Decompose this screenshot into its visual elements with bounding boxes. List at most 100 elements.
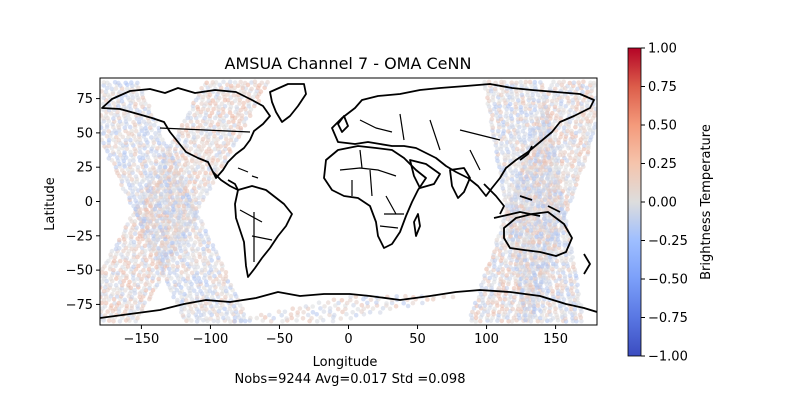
data-point bbox=[206, 156, 211, 161]
data-point bbox=[551, 149, 557, 155]
data-point bbox=[508, 264, 513, 270]
data-point bbox=[310, 304, 316, 309]
data-point bbox=[588, 119, 594, 124]
data-point bbox=[129, 294, 135, 300]
data-point bbox=[516, 252, 522, 258]
data-point bbox=[410, 300, 416, 306]
data-point bbox=[157, 164, 162, 170]
data-point bbox=[102, 128, 107, 134]
data-point bbox=[198, 123, 203, 128]
data-point bbox=[242, 80, 248, 86]
data-point bbox=[531, 149, 536, 155]
data-point bbox=[156, 209, 162, 215]
data-point bbox=[209, 252, 214, 257]
data-point bbox=[516, 273, 521, 278]
colorbar-tick-label: −0.50 bbox=[648, 273, 688, 288]
data-point bbox=[211, 318, 217, 324]
data-point bbox=[524, 204, 529, 210]
data-point bbox=[217, 155, 223, 161]
data-point bbox=[502, 192, 507, 197]
data-point bbox=[202, 255, 208, 261]
data-point bbox=[327, 306, 333, 311]
data-point bbox=[221, 141, 227, 146]
data-point bbox=[502, 161, 507, 167]
data-point bbox=[212, 146, 218, 152]
data-point bbox=[116, 80, 121, 86]
data-point bbox=[563, 104, 568, 109]
data-point bbox=[499, 240, 504, 246]
data-point bbox=[174, 191, 180, 197]
data-point bbox=[135, 304, 140, 309]
data-point bbox=[570, 255, 575, 260]
data-point bbox=[213, 161, 219, 167]
data-point bbox=[125, 222, 130, 227]
data-point bbox=[497, 98, 503, 104]
data-point bbox=[174, 165, 179, 170]
coastline-british-isles bbox=[337, 115, 349, 133]
data-point bbox=[401, 300, 407, 306]
data-point bbox=[136, 243, 141, 249]
data-point bbox=[515, 237, 521, 243]
data-point bbox=[195, 134, 201, 139]
data-point bbox=[546, 267, 551, 273]
data-point bbox=[109, 145, 115, 151]
data-point bbox=[520, 301, 526, 306]
data-point bbox=[561, 215, 567, 221]
data-point bbox=[523, 79, 529, 85]
data-point bbox=[538, 80, 543, 85]
data-point bbox=[203, 300, 209, 306]
data-point bbox=[515, 140, 520, 145]
data-point bbox=[530, 267, 536, 273]
data-point bbox=[120, 186, 126, 191]
data-point bbox=[288, 312, 294, 317]
data-point bbox=[126, 162, 132, 167]
data-point bbox=[207, 183, 212, 188]
data-point bbox=[184, 221, 189, 227]
data-point bbox=[318, 306, 323, 311]
data-point bbox=[586, 125, 592, 131]
data-point bbox=[194, 258, 199, 264]
data-point bbox=[538, 171, 544, 176]
data-point bbox=[508, 137, 514, 142]
data-point bbox=[237, 303, 243, 308]
data-point bbox=[151, 144, 156, 149]
data-point bbox=[177, 254, 183, 260]
data-point bbox=[518, 104, 524, 110]
data-point bbox=[532, 79, 538, 85]
data-point bbox=[111, 296, 117, 302]
data-point bbox=[569, 306, 574, 312]
data-point bbox=[552, 222, 557, 227]
data-point bbox=[232, 98, 238, 104]
data-point bbox=[160, 254, 166, 260]
data-point bbox=[576, 95, 582, 101]
data-point bbox=[119, 95, 124, 100]
data-point bbox=[496, 309, 502, 315]
data-point bbox=[155, 245, 161, 251]
data-point bbox=[219, 267, 225, 272]
data-point bbox=[160, 270, 166, 276]
data-point bbox=[189, 246, 195, 252]
data-point bbox=[158, 191, 164, 197]
data-point bbox=[562, 237, 567, 242]
data-point bbox=[171, 294, 176, 300]
data-point bbox=[384, 301, 389, 306]
data-point bbox=[377, 310, 383, 315]
data-point bbox=[524, 237, 529, 242]
data-point bbox=[512, 134, 517, 140]
data-point bbox=[522, 252, 527, 258]
data-point bbox=[182, 118, 187, 124]
data-point bbox=[365, 304, 371, 309]
data-point bbox=[238, 89, 244, 94]
data-point bbox=[211, 106, 216, 112]
data-point bbox=[162, 168, 168, 173]
data-point bbox=[100, 89, 104, 94]
data-point bbox=[552, 309, 558, 315]
data-point bbox=[573, 130, 579, 136]
data-point bbox=[224, 113, 229, 119]
data-point bbox=[159, 198, 165, 203]
data-point bbox=[179, 123, 185, 128]
data-point bbox=[297, 306, 303, 311]
data-point bbox=[125, 264, 131, 269]
coastline-south-america bbox=[234, 185, 293, 278]
